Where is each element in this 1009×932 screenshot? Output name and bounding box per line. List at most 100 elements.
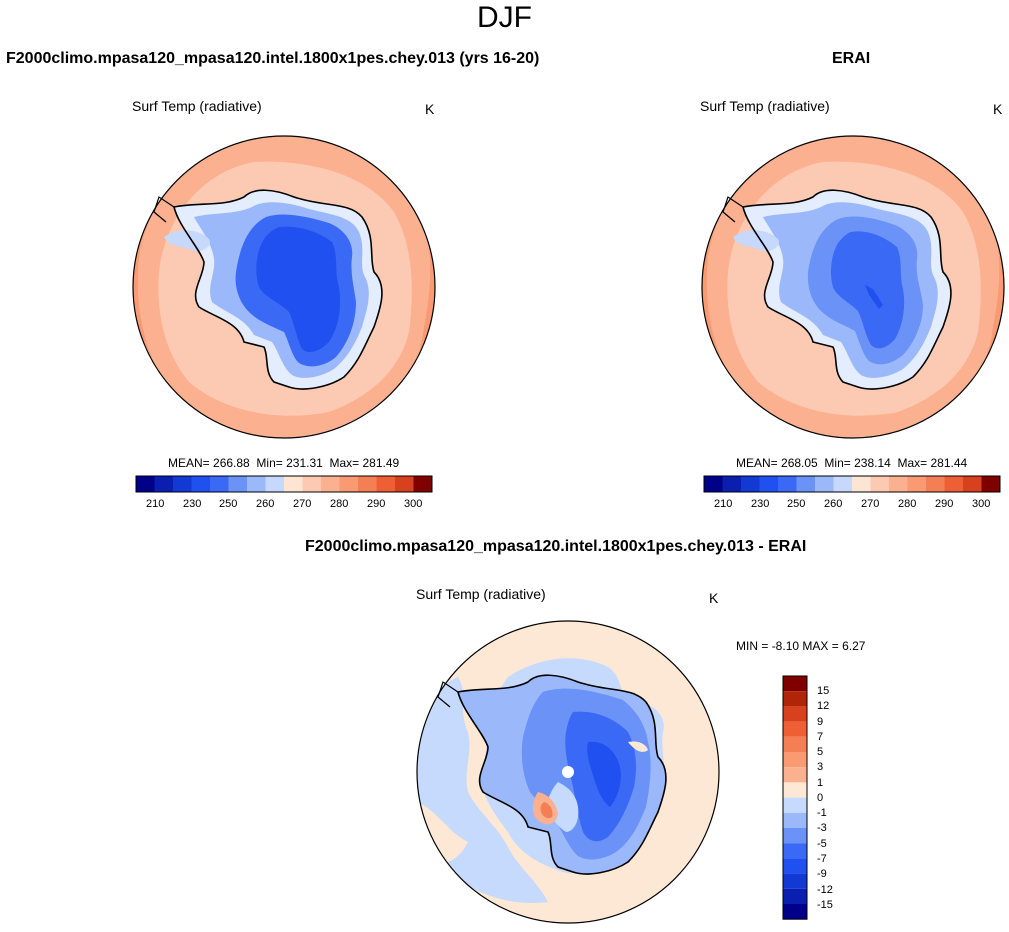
model-colorbar-frame [135,475,433,493]
obs-colorbar-tick: 290 [935,498,954,510]
obs-polar-map [701,135,1005,439]
obs-colorbar-swatch [926,476,945,492]
model-colorbar-swatch [154,476,173,492]
model-colorbar-tick: 270 [293,498,312,510]
diff-min-value: -8.10 [771,639,800,653]
diff-pole-hole [562,766,574,778]
obs-colorbar-swatch [722,476,741,492]
model-map-border [132,135,436,439]
model-colorbar-swatch [395,476,414,492]
obs-colorbar-tick: 210 [714,498,733,510]
diff-colorbar-tick: -9 [817,868,827,880]
model-colorbar-swatch [358,476,377,492]
model-stats: MEAN= 266.88 Min= 231.31 Max= 281.49 [168,456,399,470]
obs-colorbar-tick: 230 [751,498,770,510]
diff-east-warm-patch [628,741,648,752]
diff-map-border [416,620,720,924]
model-units-label: K [425,101,435,117]
diff-variable-label: Surf Temp (radiative) [416,586,546,602]
model-colorbar-swatch [228,476,247,492]
model-max-value: 281.49 [362,456,400,470]
diff-units-label: K [709,590,719,606]
model-colorbar-swatch [376,476,395,492]
model-colorbar-swatch [339,476,358,492]
obs-colorbar-frame [703,475,1001,493]
diff-colorbar-swatch [783,721,807,737]
model-colorbar-swatch [173,476,192,492]
obs-variable-label: Surf Temp (radiative) [700,98,830,114]
obs-max-value: 281.44 [930,456,968,470]
diff-colorbar-swatch [783,888,807,904]
model-colorbar-swatch [210,476,229,492]
diff-colorbar-swatch [783,736,807,752]
diff-colorbar-tick: 12 [817,700,830,712]
diff-colorbar-swatch [783,873,807,889]
model-polar-map [132,135,436,439]
obs-colorbar-swatch [944,476,963,492]
model-colorbar-swatches [136,476,432,492]
diff-colorbar-frame [782,675,808,920]
obs-panel-title: ERAI [832,50,871,67]
diff-colorbar-tick: 1 [817,777,824,789]
model-colorbar-swatch [136,476,155,492]
model-coastline [173,189,383,390]
model-colorbar-tick: 290 [367,498,386,510]
model-colorbar-tick: 260 [256,498,275,510]
obs-colorbar-swatch [833,476,852,492]
obs-coastline [742,189,952,390]
model-peninsula-coastline [153,196,175,223]
model-ice-sheet-interior [256,226,341,353]
obs-colorbar-swatches [704,476,1000,492]
diff-max-label: MAX = [802,639,839,653]
obs-max-label: Max= [897,456,928,470]
model-colorbar-swatch [265,476,284,492]
diff-colorbar-swatch [783,828,807,844]
model-colorbar-tick: 230 [183,498,202,510]
model-colorbar-tick: 250 [219,498,238,510]
diff-colorbar-tick: -7 [817,853,827,865]
obs-colorbar-swatch [759,476,778,492]
obs-colorbar-tick: 300 [972,498,991,510]
obs-colorbar-tick: 270 [861,498,880,510]
obs-ice-dome-core [865,285,883,309]
diff-colorbar-tick: -15 [817,899,833,911]
diff-colorbar-tick: 7 [817,731,824,743]
obs-colorbar-swatch [852,476,871,492]
model-colorbar [135,475,433,493]
obs-peninsula-fill [733,230,779,252]
diff-stats: MIN = -8.10 MAX = 6.27 [736,639,865,653]
obs-colorbar-tick: 280 [898,498,917,510]
figure-title: DJF [477,1,532,34]
diff-colorbar-swatch [783,858,807,874]
diff-min-label: MIN = [736,639,769,653]
obs-colorbar-swatch [889,476,908,492]
diff-colorbar-tick: 0 [817,792,824,804]
diff-peninsula-coastline [437,681,459,708]
obs-colorbar-swatch [907,476,926,492]
model-colorbar-swatch [413,476,432,492]
diff-panel-title: F2000climo.mpasa120_mpasa120.intel.1800x… [305,538,807,555]
diff-colorbar-swatch [783,782,807,798]
obs-colorbar-swatch [870,476,889,492]
diff-colorbar-tick: 3 [817,761,824,773]
obs-colorbar-swatch [704,476,723,492]
model-colorbar-swatch [302,476,321,492]
model-min-value: 231.31 [286,456,323,470]
diff-colorbar-tick: -12 [817,884,833,896]
obs-units-label: K [993,101,1003,117]
diff-colorbar-swatch [783,797,807,813]
obs-mean-label: MEAN= [736,456,778,470]
model-colorbar-tick: 300 [404,498,423,510]
diff-colorbar-tick: 5 [817,746,824,758]
diff-colorbar-tick: 15 [817,685,830,697]
diff-colorbar-tick: 9 [817,716,824,728]
model-peninsula-fill [164,230,210,252]
model-colorbar-tick: 280 [330,498,349,510]
obs-colorbar-swatch [981,476,1000,492]
diff-colorbar-swatch [783,812,807,828]
obs-colorbar-tick: 250 [787,498,806,510]
obs-min-label: Min= [824,456,851,470]
diff-coldest-core [587,741,621,807]
diff-colorbar-swatch [783,691,807,707]
obs-colorbar-swatch [963,476,982,492]
